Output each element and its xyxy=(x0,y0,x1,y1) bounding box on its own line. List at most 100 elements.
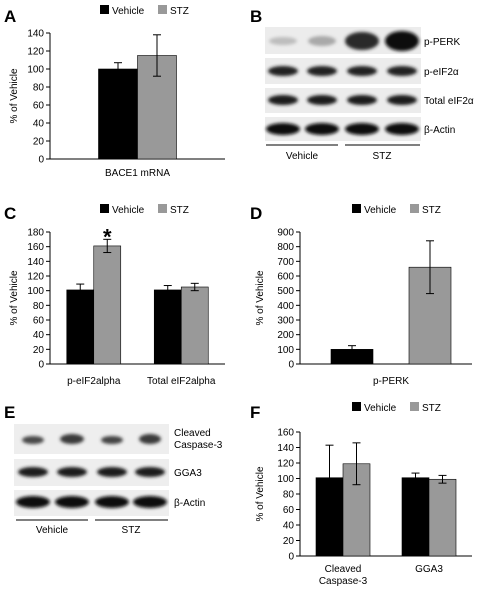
y-tick-label: 0 xyxy=(288,360,294,371)
y-tick-label: 120 xyxy=(27,47,44,58)
legend-label-1: STZ xyxy=(170,6,189,17)
band xyxy=(57,467,87,477)
y-tick-label: 300 xyxy=(277,316,294,327)
band xyxy=(268,95,298,105)
legend-label-1: STZ xyxy=(170,205,189,216)
panel-letter-d: D xyxy=(250,204,262,223)
band xyxy=(385,31,419,51)
bar-c-1-1 xyxy=(180,286,209,365)
y-tick-label: 100 xyxy=(27,286,44,297)
y-tick-label: 140 xyxy=(277,443,294,454)
group-label-vehicle: Vehicle xyxy=(286,151,319,162)
band xyxy=(345,123,379,135)
y-tick-label: 500 xyxy=(277,286,294,297)
chart-f: 0 20 40 60 80 100 120 140 160 % of Vehicle Vehicle… xyxy=(255,402,472,587)
panel-letter-b: B xyxy=(250,7,262,26)
blot-label-gga3: GGA3 xyxy=(174,468,202,479)
legend-swatch-0 xyxy=(352,204,361,213)
band xyxy=(18,467,48,477)
y-tick-label: 200 xyxy=(277,330,294,341)
legend-label-0: Vehicle xyxy=(112,205,145,216)
band xyxy=(133,496,167,508)
y-tick-label: 60 xyxy=(283,505,295,516)
bar-f-1-1 xyxy=(428,478,457,557)
blot-label-actin-e: β-Actin xyxy=(174,498,205,509)
y-tick-label: 40 xyxy=(33,330,45,341)
legend-swatch-1 xyxy=(158,204,167,213)
band xyxy=(308,36,336,46)
bar-c-0-1 xyxy=(93,245,122,365)
panel-letter-e: E xyxy=(4,403,15,422)
blot-label-total-eif2a: Total eIF2α xyxy=(424,96,474,107)
y-tick-label: 600 xyxy=(277,272,294,283)
y-tick-label: 0 xyxy=(38,360,44,371)
y-tick-label: 80 xyxy=(283,490,295,501)
legend-label-0: Vehicle xyxy=(364,205,397,216)
western-blot-e: Cleaved Caspase-3 GGA3 β-Actin Vehicle ST… xyxy=(14,424,223,536)
bar-c-1-0 xyxy=(153,289,182,365)
y-tick-label: 60 xyxy=(33,316,45,327)
group-label-stz: STZ xyxy=(373,151,392,162)
legend-swatch-1 xyxy=(158,5,167,14)
y-axis-label: % of Vehicle xyxy=(255,466,266,521)
y-tick-label: 400 xyxy=(277,301,294,312)
y-tick-label: 800 xyxy=(277,242,294,253)
western-blot-b: p-PERK p-eIF2α Total eIF2α β-Actin Vehic… xyxy=(265,27,474,162)
y-tick-label: 20 xyxy=(33,345,45,356)
y-axis-label: % of Vehicle xyxy=(9,270,20,325)
chart-d: 0 100 200 300 400 500 600 700 800 900 % of Vehicle… xyxy=(255,204,472,387)
y-tick-label: 40 xyxy=(283,521,295,532)
legend-swatch-1 xyxy=(410,204,419,213)
y-tick-label: 80 xyxy=(33,83,45,94)
band xyxy=(385,123,419,135)
band xyxy=(345,32,379,50)
y-axis-label: % of Vehicle xyxy=(9,68,20,123)
band xyxy=(305,123,339,135)
y-tick-label: 80 xyxy=(33,301,45,312)
y-tick-label: 20 xyxy=(33,137,45,148)
y-tick-label: 20 xyxy=(283,536,295,547)
x-category-label: BACE1 mRNA xyxy=(105,168,170,179)
y-tick-label: 40 xyxy=(33,119,45,130)
band xyxy=(22,436,44,444)
band xyxy=(139,434,161,444)
y-axis-label: % of Vehicle xyxy=(255,270,266,325)
band xyxy=(387,95,417,105)
legend-label-0: Vehicle xyxy=(112,6,145,17)
band xyxy=(268,66,298,76)
y-tick-label: 100 xyxy=(277,474,294,485)
chart-c: 0 20 40 60 80 100 120 140 160 180 % of Vehicle Vehi… xyxy=(9,204,225,387)
panel-letter-c: C xyxy=(4,204,16,223)
y-tick-label: 100 xyxy=(277,345,294,356)
x-category-label: Total eIF2alpha xyxy=(147,376,216,387)
band xyxy=(16,496,50,508)
band xyxy=(60,434,84,444)
bar-f-1-0 xyxy=(401,477,430,557)
x-category-label: p-PERK xyxy=(373,376,409,387)
y-tick-label: 180 xyxy=(27,228,44,239)
significance-asterisk: * xyxy=(103,224,112,249)
band xyxy=(307,95,337,105)
legend-label-1: STZ xyxy=(422,205,441,216)
y-tick-label: 100 xyxy=(27,65,44,76)
chart-a: 0 20 40 60 80 100 120 140 % of Vehicle Vehicle STZ… xyxy=(9,5,225,179)
y-tick-label: 0 xyxy=(38,155,44,166)
blot-label-pperk: p-PERK xyxy=(424,37,460,48)
legend-label-0: Vehicle xyxy=(364,403,397,414)
y-tick-label: 120 xyxy=(27,272,44,283)
panel-letter-f: F xyxy=(250,403,260,422)
band xyxy=(95,496,129,508)
x-category-label: p-eIF2alpha xyxy=(67,376,121,387)
legend-swatch-0 xyxy=(100,5,109,14)
band xyxy=(266,123,300,135)
bar-c-0-0 xyxy=(66,289,95,365)
band xyxy=(347,95,377,105)
legend-swatch-1 xyxy=(410,402,419,411)
band xyxy=(135,467,165,477)
band xyxy=(307,66,337,76)
group-label-stz-e: STZ xyxy=(122,525,141,536)
panel-letter-a: A xyxy=(4,7,16,26)
y-tick-label: 700 xyxy=(277,257,294,268)
y-tick-label: 60 xyxy=(33,101,45,112)
